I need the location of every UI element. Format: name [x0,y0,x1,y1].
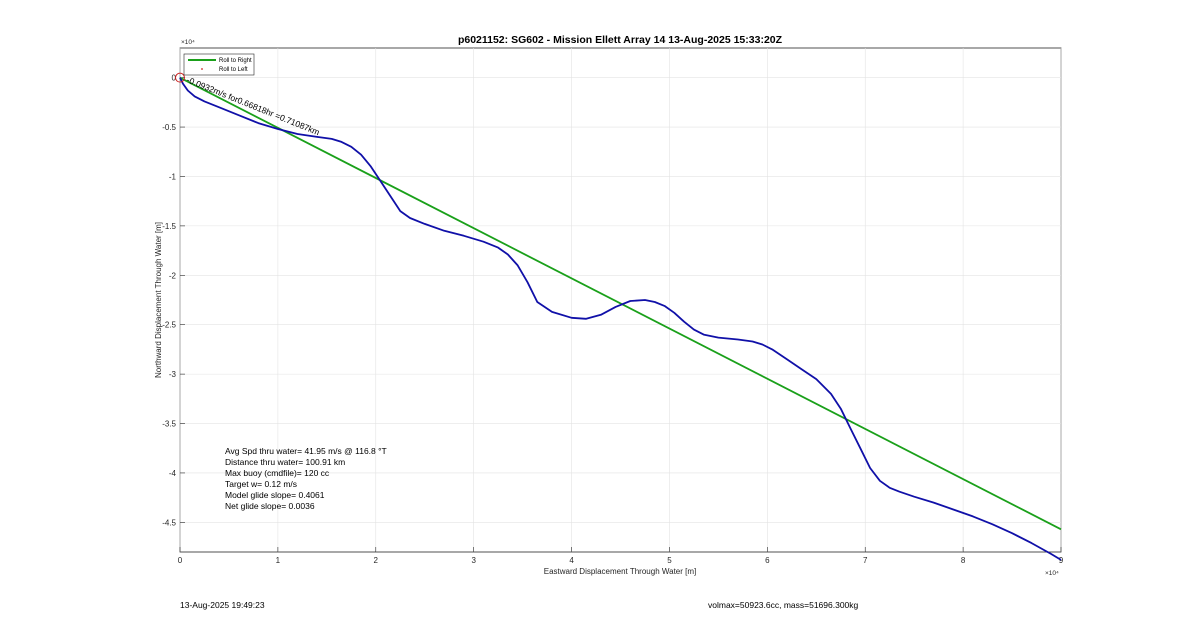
stat-distance: Distance thru water= 100.91 km [225,457,345,467]
y-tick-label: -2 [169,271,177,280]
x-axis-label: Eastward Displacement Through Water [m] [544,567,697,576]
footer-timestamp: 13-Aug-2025 19:49:23 [180,600,265,610]
series-roll-to-right-line [179,76,1062,531]
y-tick-label: -1.5 [162,222,176,231]
x-tick-label: 8 [961,556,966,565]
stat-avg-speed: Avg Spd thru water= 41.95 m/s @ 116.8 °T [225,446,387,456]
y-tick-label: -4 [169,469,177,478]
y-axis-exponent: ×10⁴ [181,39,195,46]
y-tick-label: -3 [169,370,177,379]
y-tick-label: -3.5 [162,420,176,429]
y-tick-label: 0 [172,74,177,83]
plot-area [179,47,1062,553]
stat-model-glide: Model glide slope= 0.4061 [225,490,325,500]
y-tick-label: -0.5 [162,123,176,132]
x-tick-label: 9 [1059,556,1064,565]
x-tick-label: 5 [667,556,672,565]
start-marker [175,72,185,83]
chart-title: p6021152: SG602 - Mission Ellett Array 1… [458,34,783,46]
y-tick-label: -4.5 [162,518,176,527]
series-group [175,72,1062,561]
footer-mass-info: volmax=50923.6cc, mass=51696.300kg [708,600,859,610]
x-tick-label: 7 [863,556,868,565]
legend: Roll to Right Roll to Left [183,53,255,76]
stat-net-glide: Net glide slope= 0.0036 [225,501,315,511]
stat-target-w: Target w= 0.12 m/s [225,479,297,489]
stat-max-buoy: Max buoy (cmdfile)= 120 cc [225,468,330,478]
x-tick-label: 2 [374,556,379,565]
stats-box: Avg Spd thru water= 41.95 m/s @ 116.8 °T… [225,446,387,511]
x-tick-label: 3 [471,556,476,565]
y-tick-label: -2.5 [162,321,176,330]
legend-label-roll-left: Roll to Left [219,67,248,73]
y-axis-label: Northward Displacement Through Water [m] [154,222,163,378]
x-tick-label: 1 [276,556,281,565]
glider-track-line [179,77,1062,561]
grid [179,48,1062,552]
x-tick-label: 4 [569,556,574,565]
legend-swatch-roll-left [201,68,203,70]
x-tick-label: 0 [178,556,183,565]
x-axis-ticks: 0 1 2 3 4 5 6 7 8 9 [178,547,1064,565]
legend-label-roll-right: Roll to Right [219,58,252,64]
x-tick-label: 6 [765,556,770,565]
x-axis-exponent: ×10⁴ [1045,570,1059,577]
y-tick-label: -1 [169,172,177,181]
